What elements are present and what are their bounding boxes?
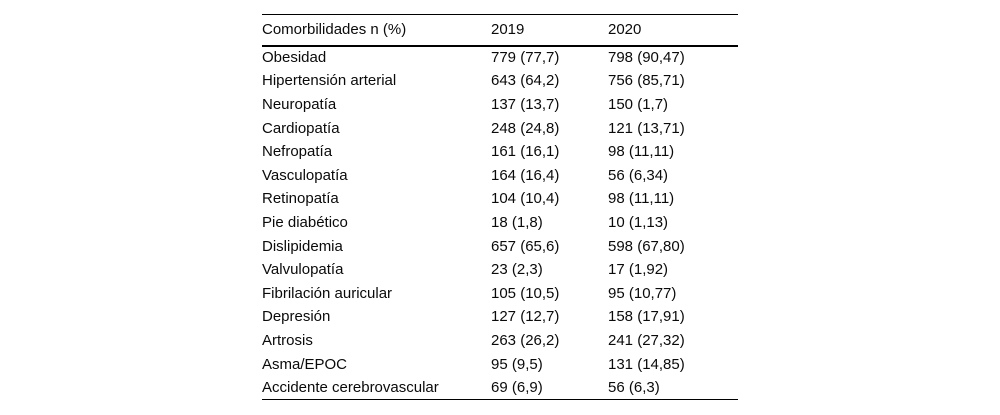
comorbidity-label: Depresión [262, 308, 331, 326]
comorbidity-label: Obesidad [262, 49, 327, 67]
table-row: Hipertensión arterial 643 (64,2) 756 (85,7… [262, 69, 738, 93]
table-row: Cardiopatía 248 (24,8) 121 (13,71) [262, 116, 738, 140]
value-2019: 105 (10,5) [491, 284, 560, 302]
comorbidities-table-container: Comorbilidades n (%) 2019 2020 Obesidad 7… [262, 14, 738, 400]
value-2019: 95 (9,5) [491, 355, 543, 373]
value-2020: 241 (27,32) [608, 331, 685, 349]
comorbidities-table: Comorbilidades n (%) 2019 2020 Obesidad 7… [262, 14, 738, 400]
value-2020: 98 (11,11) [608, 190, 675, 208]
value-2019: 248 (24,8) [491, 119, 560, 137]
value-2019: 69 (6,9) [491, 378, 543, 396]
value-2019: 263 (26,2) [491, 331, 560, 349]
table-row: Retinopatía 104 (10,4) 98 (11,11) [262, 187, 738, 211]
table-row: Asma/EPOC 95 (9,5) 131 (14,85) [262, 352, 738, 376]
value-2020: 56 (6,3) [608, 378, 660, 396]
comorbidity-label: Valvulopatía [262, 261, 344, 279]
column-header-2020: 2020 [608, 14, 738, 47]
comorbidity-label: Accidente cerebrovascular [262, 378, 439, 396]
column-header-comorbidities: Comorbilidades n (%) [262, 14, 491, 47]
value-2019: 23 (2,3) [491, 261, 543, 279]
value-2019: 161 (16,1) [491, 143, 560, 161]
comorbidity-label: Asma/EPOC [262, 355, 348, 373]
value-2020: 798 (90,47) [608, 49, 685, 67]
value-2019: 643 (64,2) [491, 72, 560, 90]
comorbidity-label: Pie diabético [262, 213, 348, 231]
value-2020: 95 (10,77) [608, 284, 677, 302]
value-2020: 756 (85,71) [608, 72, 685, 90]
table-row: Dislipidemia 657 (65,6) 598 (67,80) [262, 234, 738, 258]
table-row: Artrosis 263 (26,2) 241 (27,32) [262, 329, 738, 353]
table-row: Nefropatía 161 (16,1) 98 (11,11) [262, 140, 738, 164]
table-row: Obesidad 779 (77,7) 798 (90,47) [262, 46, 738, 70]
value-2019: 657 (65,6) [491, 237, 560, 255]
table-row: Pie diabético 18 (1,8) 10 (1,13) [262, 211, 738, 235]
comorbidity-label: Fibrilación auricular [262, 284, 393, 302]
value-2020: 121 (13,71) [608, 119, 685, 137]
value-2020: 17 (1,92) [608, 261, 669, 279]
table-body: Obesidad 779 (77,7) 798 (90,47) Hipertensió… [262, 46, 738, 400]
table-row: Fibrilación auricular 105 (10,5) 95 (10,77… [262, 281, 738, 305]
value-2020: 131 (14,85) [608, 355, 685, 373]
header-row: Comorbilidades n (%) 2019 2020 [262, 14, 738, 47]
comorbidity-label: Cardiopatía [262, 119, 340, 137]
comorbidity-label: Neuropatía [262, 95, 337, 113]
comorbidity-label: Retinopatía [262, 190, 339, 208]
table-row: Valvulopatía 23 (2,3) 17 (1,92) [262, 258, 738, 282]
table-row: Neuropatía 137 (13,7) 150 (1,7) [262, 93, 738, 117]
table-row: Depresión 127 (12,7) 158 (17,91) [262, 305, 738, 329]
value-2020: 158 (17,91) [608, 308, 685, 326]
value-2020: 98 (11,11) [608, 143, 675, 161]
value-2019: 104 (10,4) [491, 190, 560, 208]
value-2019: 164 (16,4) [491, 166, 560, 184]
table-row: Vasculopatía 164 (16,4) 56 (6,34) [262, 163, 738, 187]
comorbidity-label: Nefropatía [262, 143, 333, 161]
value-2020: 598 (67,80) [608, 237, 685, 255]
column-header-2019: 2019 [491, 14, 608, 47]
value-2019: 127 (12,7) [491, 308, 560, 326]
value-2020: 150 (1,7) [608, 95, 669, 113]
value-2019: 137 (13,7) [491, 95, 560, 113]
table-header: Comorbilidades n (%) 2019 2020 [262, 14, 738, 47]
table-row: Accidente cerebrovascular 69 (6,9) 56 (6,3… [262, 376, 738, 400]
value-2019: 779 (77,7) [491, 49, 560, 67]
comorbidity-label: Vasculopatía [262, 166, 348, 184]
comorbidity-label: Hipertensión arterial [262, 72, 397, 90]
value-2020: 10 (1,13) [608, 213, 669, 231]
value-2019: 18 (1,8) [491, 213, 543, 231]
comorbidity-label: Dislipidemia [262, 237, 343, 255]
value-2020: 56 (6,34) [608, 166, 669, 184]
comorbidity-label: Artrosis [262, 331, 313, 349]
